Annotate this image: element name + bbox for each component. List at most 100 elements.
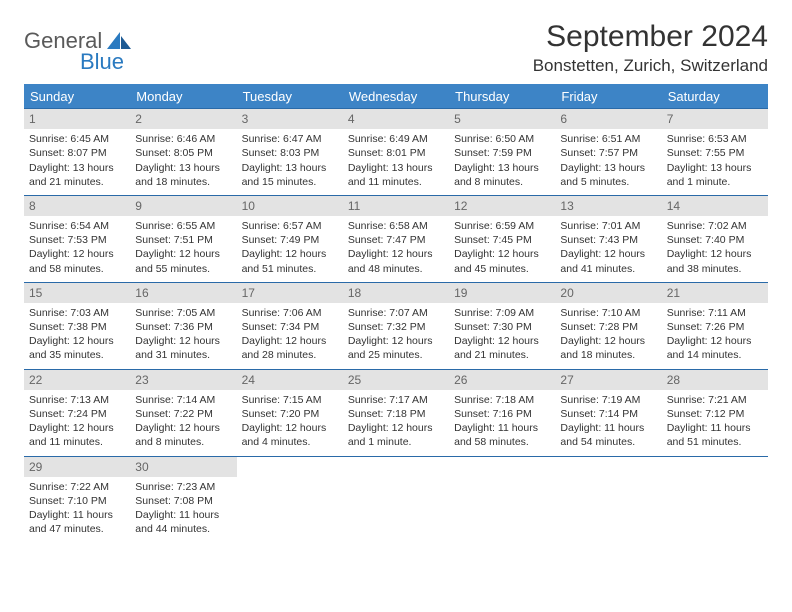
day-number: 10 xyxy=(237,196,343,216)
sunset-text: Sunset: 7:26 PM xyxy=(667,320,763,334)
month-title: September 2024 xyxy=(533,20,768,54)
day-number: 11 xyxy=(343,196,449,216)
calendar-day-cell: 15Sunrise: 7:03 AMSunset: 7:38 PMDayligh… xyxy=(24,282,130,369)
sunset-text: Sunset: 7:12 PM xyxy=(667,407,763,421)
sunrise-text: Sunrise: 6:50 AM xyxy=(454,132,550,146)
daylight-text: Daylight: 12 hours and 41 minutes. xyxy=(560,247,656,275)
calendar-day-cell: 8Sunrise: 6:54 AMSunset: 7:53 PMDaylight… xyxy=(24,195,130,282)
calendar-week-row: 22Sunrise: 7:13 AMSunset: 7:24 PMDayligh… xyxy=(24,369,768,456)
sunset-text: Sunset: 7:34 PM xyxy=(242,320,338,334)
daylight-text: Daylight: 12 hours and 14 minutes. xyxy=(667,334,763,362)
calendar-day-cell: . xyxy=(343,456,449,542)
sunset-text: Sunset: 7:28 PM xyxy=(560,320,656,334)
sunset-text: Sunset: 7:10 PM xyxy=(29,494,125,508)
sunrise-text: Sunrise: 7:03 AM xyxy=(29,306,125,320)
day-number: 7 xyxy=(662,109,768,129)
sunrise-text: Sunrise: 7:21 AM xyxy=(667,393,763,407)
daylight-text: Daylight: 13 hours and 5 minutes. xyxy=(560,161,656,189)
sunset-text: Sunset: 8:01 PM xyxy=(348,146,444,160)
daylight-text: Daylight: 12 hours and 48 minutes. xyxy=(348,247,444,275)
sunset-text: Sunset: 7:22 PM xyxy=(135,407,231,421)
daylight-text: Daylight: 12 hours and 25 minutes. xyxy=(348,334,444,362)
sunrise-text: Sunrise: 7:19 AM xyxy=(560,393,656,407)
daylight-text: Daylight: 11 hours and 47 minutes. xyxy=(29,508,125,536)
sunrise-text: Sunrise: 7:07 AM xyxy=(348,306,444,320)
sunset-text: Sunset: 7:43 PM xyxy=(560,233,656,247)
day-number: 25 xyxy=(343,370,449,390)
calendar-day-cell: 28Sunrise: 7:21 AMSunset: 7:12 PMDayligh… xyxy=(662,369,768,456)
calendar-day-cell: . xyxy=(662,456,768,542)
calendar-day-cell: 16Sunrise: 7:05 AMSunset: 7:36 PMDayligh… xyxy=(130,282,236,369)
sunrise-text: Sunrise: 7:11 AM xyxy=(667,306,763,320)
weekday-header: Saturday xyxy=(662,85,768,109)
calendar-day-cell: 22Sunrise: 7:13 AMSunset: 7:24 PMDayligh… xyxy=(24,369,130,456)
day-number: 12 xyxy=(449,196,555,216)
calendar-day-cell: 11Sunrise: 6:58 AMSunset: 7:47 PMDayligh… xyxy=(343,195,449,282)
sunset-text: Sunset: 7:47 PM xyxy=(348,233,444,247)
calendar-day-cell: 27Sunrise: 7:19 AMSunset: 7:14 PMDayligh… xyxy=(555,369,661,456)
day-number: 8 xyxy=(24,196,130,216)
daylight-text: Daylight: 12 hours and 1 minute. xyxy=(348,421,444,449)
sunrise-text: Sunrise: 7:23 AM xyxy=(135,480,231,494)
calendar-day-cell: 14Sunrise: 7:02 AMSunset: 7:40 PMDayligh… xyxy=(662,195,768,282)
calendar-day-cell: 18Sunrise: 7:07 AMSunset: 7:32 PMDayligh… xyxy=(343,282,449,369)
logo: General Blue xyxy=(24,20,133,75)
sunset-text: Sunset: 8:07 PM xyxy=(29,146,125,160)
weekday-header: Wednesday xyxy=(343,85,449,109)
sunrise-text: Sunrise: 7:13 AM xyxy=(29,393,125,407)
title-block: September 2024 Bonstetten, Zurich, Switz… xyxy=(533,20,768,76)
calendar-day-cell: 24Sunrise: 7:15 AMSunset: 7:20 PMDayligh… xyxy=(237,369,343,456)
sunrise-text: Sunrise: 6:54 AM xyxy=(29,219,125,233)
sunrise-text: Sunrise: 6:45 AM xyxy=(29,132,125,146)
calendar-day-cell: 3Sunrise: 6:47 AMSunset: 8:03 PMDaylight… xyxy=(237,109,343,196)
sunrise-text: Sunrise: 7:09 AM xyxy=(454,306,550,320)
sunset-text: Sunset: 8:05 PM xyxy=(135,146,231,160)
sunset-text: Sunset: 7:18 PM xyxy=(348,407,444,421)
daylight-text: Daylight: 12 hours and 51 minutes. xyxy=(242,247,338,275)
sunset-text: Sunset: 7:32 PM xyxy=(348,320,444,334)
calendar-day-cell: 2Sunrise: 6:46 AMSunset: 8:05 PMDaylight… xyxy=(130,109,236,196)
sunset-text: Sunset: 8:03 PM xyxy=(242,146,338,160)
sunset-text: Sunset: 7:20 PM xyxy=(242,407,338,421)
calendar-day-cell: . xyxy=(449,456,555,542)
daylight-text: Daylight: 12 hours and 8 minutes. xyxy=(135,421,231,449)
sunset-text: Sunset: 7:53 PM xyxy=(29,233,125,247)
sunset-text: Sunset: 7:14 PM xyxy=(560,407,656,421)
calendar-day-cell: 10Sunrise: 6:57 AMSunset: 7:49 PMDayligh… xyxy=(237,195,343,282)
sunset-text: Sunset: 7:51 PM xyxy=(135,233,231,247)
weekday-header: Friday xyxy=(555,85,661,109)
daylight-text: Daylight: 12 hours and 35 minutes. xyxy=(29,334,125,362)
sunset-text: Sunset: 7:38 PM xyxy=(29,320,125,334)
location: Bonstetten, Zurich, Switzerland xyxy=(533,56,768,76)
daylight-text: Daylight: 12 hours and 18 minutes. xyxy=(560,334,656,362)
daylight-text: Daylight: 13 hours and 15 minutes. xyxy=(242,161,338,189)
daylight-text: Daylight: 13 hours and 11 minutes. xyxy=(348,161,444,189)
sunrise-text: Sunrise: 6:49 AM xyxy=(348,132,444,146)
weekday-header: Monday xyxy=(130,85,236,109)
weekday-header: Sunday xyxy=(24,85,130,109)
sunrise-text: Sunrise: 6:55 AM xyxy=(135,219,231,233)
sunset-text: Sunset: 7:36 PM xyxy=(135,320,231,334)
daylight-text: Daylight: 12 hours and 31 minutes. xyxy=(135,334,231,362)
calendar-day-cell: 21Sunrise: 7:11 AMSunset: 7:26 PMDayligh… xyxy=(662,282,768,369)
calendar-day-cell: 7Sunrise: 6:53 AMSunset: 7:55 PMDaylight… xyxy=(662,109,768,196)
calendar-header-row: SundayMondayTuesdayWednesdayThursdayFrid… xyxy=(24,85,768,109)
sunrise-text: Sunrise: 6:47 AM xyxy=(242,132,338,146)
sunset-text: Sunset: 7:45 PM xyxy=(454,233,550,247)
sunset-text: Sunset: 7:57 PM xyxy=(560,146,656,160)
page-header: General Blue September 2024 Bonstetten, … xyxy=(24,20,768,76)
calendar-day-cell: 13Sunrise: 7:01 AMSunset: 7:43 PMDayligh… xyxy=(555,195,661,282)
day-number: 23 xyxy=(130,370,236,390)
calendar-day-cell: 30Sunrise: 7:23 AMSunset: 7:08 PMDayligh… xyxy=(130,456,236,542)
daylight-text: Daylight: 12 hours and 11 minutes. xyxy=(29,421,125,449)
daylight-text: Daylight: 11 hours and 58 minutes. xyxy=(454,421,550,449)
day-number: 14 xyxy=(662,196,768,216)
sunrise-text: Sunrise: 7:18 AM xyxy=(454,393,550,407)
day-number: 26 xyxy=(449,370,555,390)
sunset-text: Sunset: 7:08 PM xyxy=(135,494,231,508)
day-number: 24 xyxy=(237,370,343,390)
day-number: 27 xyxy=(555,370,661,390)
day-number: 20 xyxy=(555,283,661,303)
sunset-text: Sunset: 7:59 PM xyxy=(454,146,550,160)
sunrise-text: Sunrise: 7:14 AM xyxy=(135,393,231,407)
